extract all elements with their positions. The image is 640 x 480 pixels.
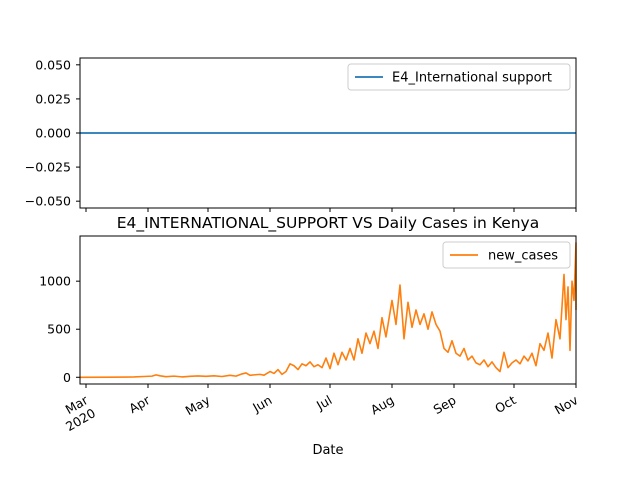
bottom-x-tick-label: Jun — [249, 392, 274, 415]
bottom-x-tick-label: Apr — [126, 392, 153, 416]
bottom-x-tick-text: May — [183, 392, 213, 418]
top-subplot: 0.050 0.025 0.000 −0.025 −0.050 E4_Internati… — [25, 57, 577, 212]
top-legend: E4_International support — [347, 63, 571, 91]
bottom-x-tick-text: Jun — [249, 392, 274, 415]
bottom-x-tick-text: Oct — [492, 392, 518, 416]
bottom-series-line — [79, 241, 577, 379]
top-y-tick-label: −0.050 — [25, 194, 71, 209]
top-y-tick-label: 0.000 — [35, 126, 71, 141]
top-y-tick-label: 0.025 — [35, 91, 71, 106]
bottom-x-tick-label: May — [183, 392, 213, 418]
top-y-tick-label: 0.050 — [35, 57, 71, 72]
bottom-x-tick-label: Oct — [492, 392, 518, 416]
bottom-x-tick-label: Nov — [552, 392, 581, 417]
bottom-subplot: E4_INTERNATIONAL_SUPPORT VS Daily Cases … — [39, 214, 581, 458]
top-plot-frame — [79, 57, 577, 209]
top-legend-box — [347, 63, 571, 91]
top-y-ticks: 0.050 0.025 0.000 −0.025 −0.050 — [25, 57, 80, 209]
bottom-x-tick-text: Jul — [313, 392, 334, 413]
bottom-legend-label: new_cases — [488, 249, 558, 264]
bottom-x-tick-label: Sep — [431, 392, 459, 417]
x-axis-title: Date — [312, 443, 343, 458]
bottom-y-ticks: 0 500 1000 — [39, 274, 80, 385]
bottom-y-tick-label: 500 — [47, 322, 71, 337]
bottom-x-tick-text: Sep — [431, 392, 459, 417]
bottom-legend: new_cases — [442, 241, 571, 269]
bottom-x-tick-label: Aug — [368, 392, 397, 417]
bottom-y-tick-label: 0 — [63, 370, 71, 385]
bottom-x-tick-text: Nov — [552, 392, 581, 417]
top-legend-label: E4_International support — [392, 71, 552, 86]
chart-title: E4_INTERNATIONAL_SUPPORT VS Daily Cases … — [117, 214, 539, 233]
top-x-ticks — [85, 208, 577, 212]
bottom-x-tick-text: Apr — [126, 392, 153, 416]
bottom-x-tick-text: Aug — [368, 392, 397, 417]
bottom-plot-frame — [79, 235, 577, 385]
top-y-tick-label: −0.025 — [25, 160, 71, 175]
bottom-x-tick-label: Jul — [313, 392, 334, 413]
bottom-legend-box — [442, 241, 571, 269]
bottom-y-tick-label: 1000 — [39, 274, 71, 289]
